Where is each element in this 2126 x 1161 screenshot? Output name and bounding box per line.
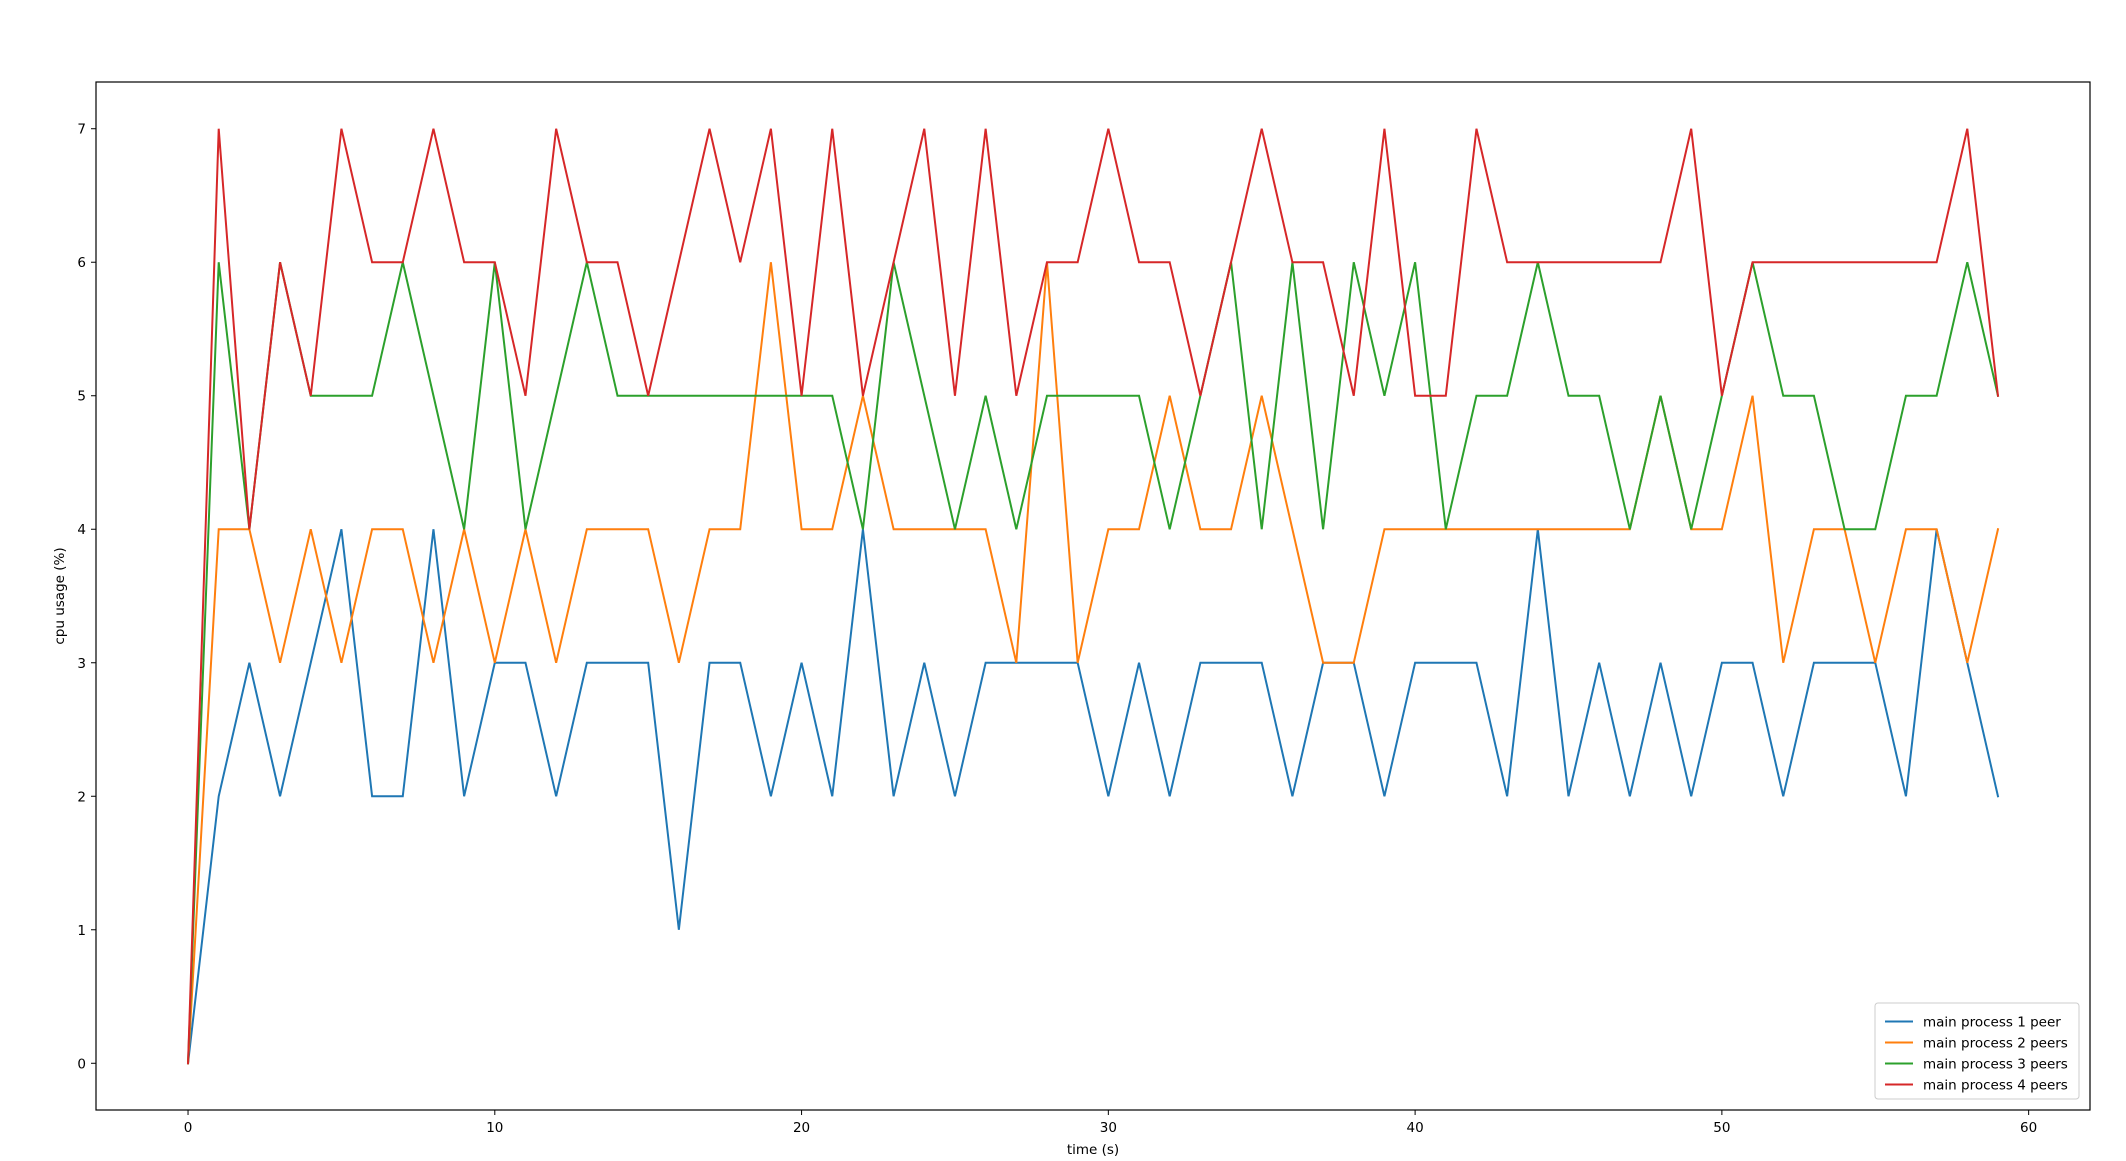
y-axis: 0 1 2 3 4 5 6 7 <box>77 122 96 1072</box>
x-tick-label: 40 <box>1407 1120 1424 1136</box>
legend-label-4: main process 4 peers <box>1923 1078 2068 1094</box>
legend: main process 1 peer main process 2 peers m… <box>1874 1002 2080 1100</box>
y-tick-label: 4 <box>77 522 86 538</box>
x-axis: 0 10 20 30 40 50 60 <box>184 1110 2037 1136</box>
axes-frame <box>95 81 2091 1111</box>
series-line-1 <box>186 529 2000 1065</box>
legend-label-3: main process 3 peers <box>1923 1057 2068 1073</box>
x-tick-label: 10 <box>486 1120 503 1136</box>
legend-box <box>1874 1002 2080 1100</box>
y-tick-label: 7 <box>77 122 86 138</box>
series-line-3 <box>186 262 2000 1065</box>
y-axis-label: cpu usage (%) <box>52 547 68 644</box>
y-tick-label: 0 <box>77 1056 86 1072</box>
y-tick-label: 1 <box>77 923 86 939</box>
x-tick-label: 30 <box>1100 1120 1117 1136</box>
x-tick-label: 20 <box>793 1120 810 1136</box>
y-tick-label: 6 <box>77 255 86 271</box>
y-tick-label: 3 <box>77 656 86 672</box>
series-line-4 <box>186 128 2000 1065</box>
y-tick-label: 2 <box>77 789 86 805</box>
x-tick-label: 0 <box>184 1120 193 1136</box>
x-tick-label: 50 <box>1713 1120 1730 1136</box>
series-group <box>186 128 2000 1065</box>
x-tick-label: 60 <box>2020 1120 2037 1136</box>
y-tick-label: 5 <box>77 389 86 405</box>
series-line-2 <box>186 262 2000 1065</box>
legend-label-2: main process 2 peers <box>1923 1036 2068 1052</box>
legend-label-1: main process 1 peer <box>1923 1015 2061 1031</box>
x-axis-label: time (s) <box>1067 1142 1119 1158</box>
